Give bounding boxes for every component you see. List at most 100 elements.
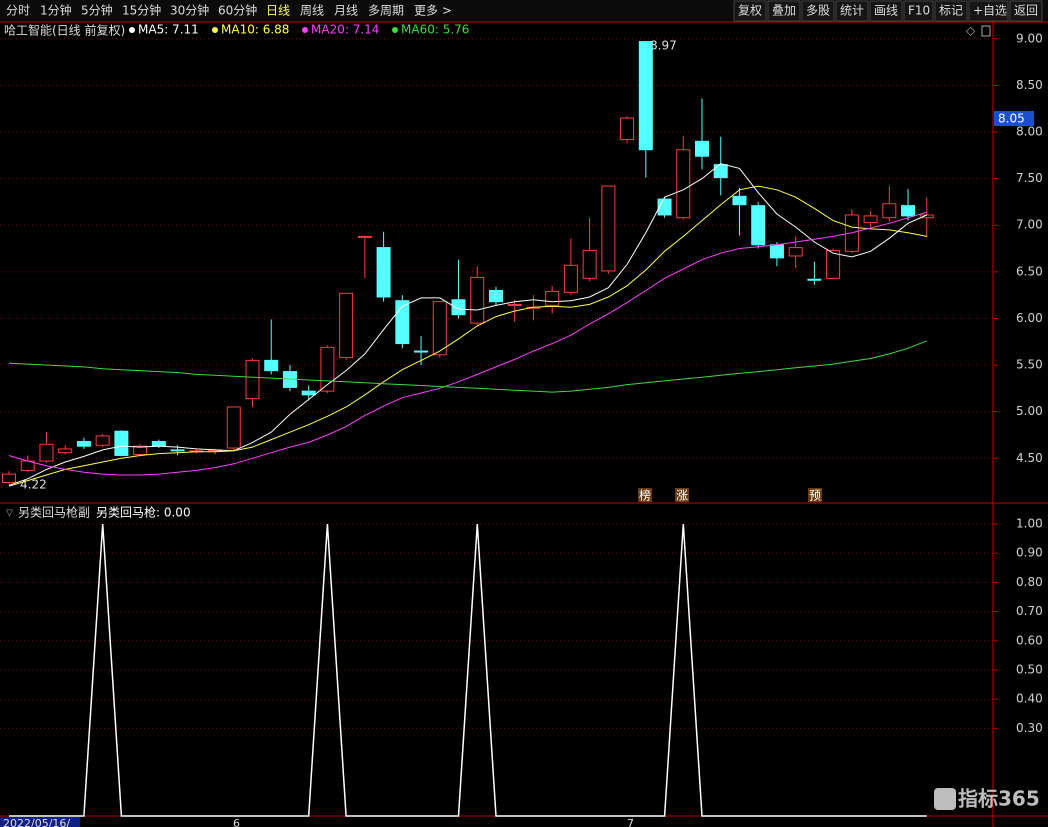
chart-title: 哈工智能(日线 前复权) [4, 23, 125, 38]
candle-body [582, 249, 597, 279]
action-button-bg [869, 0, 903, 22]
legend-entry: 另类回马枪: 0.00 [96, 505, 191, 520]
candle-body [657, 198, 672, 216]
action-button[interactable]: 返回 [1014, 4, 1038, 18]
marker-bg [675, 488, 689, 502]
legend-entry: MA5: 7.11 [138, 23, 199, 37]
candle-body [451, 299, 466, 316]
candle-body [339, 292, 354, 359]
legend-swatch [212, 27, 218, 33]
y-tick-label: 1.00 [1016, 517, 1043, 531]
x-axis-label: 2022/05/16/ [3, 817, 70, 827]
candle-body [788, 247, 803, 257]
candle-body [151, 440, 166, 447]
candle-body [395, 300, 410, 345]
legend-entry: MA20: 7.14 [311, 23, 379, 37]
period-tab[interactable]: 30分钟 [170, 3, 209, 18]
candle-body [545, 290, 560, 306]
candle-body [58, 448, 73, 454]
action-button[interactable]: F10 [908, 4, 930, 18]
marker: 预 [809, 489, 821, 503]
candle-body [320, 346, 335, 392]
candle-body [226, 406, 241, 449]
candle-body [601, 185, 616, 272]
icon: ◇ [966, 24, 976, 38]
candle-body [76, 440, 91, 447]
watermark: 指标365 [958, 787, 1040, 811]
candle-body [114, 430, 129, 456]
candle-body [301, 390, 316, 396]
x-axis-label: 7 [627, 817, 634, 827]
period-tab[interactable]: 5分钟 [81, 3, 113, 18]
period-tab[interactable]: 日线 [266, 4, 290, 18]
candle-body [507, 303, 522, 306]
action-button[interactable]: 画线 [874, 4, 898, 18]
action-button-bg [903, 0, 934, 22]
candle-body [826, 249, 841, 279]
candle-body [563, 264, 578, 293]
legend-swatch [392, 27, 398, 33]
candle-body [676, 149, 691, 219]
action-button-bg [835, 0, 869, 22]
action-button[interactable]: 标记 [939, 4, 963, 18]
candle-body [470, 276, 485, 324]
candle-body [95, 435, 110, 446]
period-tab[interactable]: 月线 [334, 4, 358, 18]
indicator-line [8, 211, 927, 476]
period-tab[interactable]: 60分钟 [218, 3, 257, 18]
candle-body [807, 278, 822, 281]
action-button[interactable]: 叠加 [772, 4, 796, 18]
candle-body [769, 244, 784, 259]
price-tag-bg [994, 111, 1034, 126]
toolbar-left: 分时 1分钟 5分钟 15分钟 30分钟 60分钟 日线 周线 月线 多周期 更多 > [6, 3, 452, 18]
y-tick-label: 0.40 [1016, 692, 1043, 706]
date-bg [0, 817, 80, 827]
y-tick-label: 0.70 [1016, 604, 1043, 618]
y-tick-label: 0.50 [1016, 663, 1043, 677]
period-tab[interactable]: 更多 > [414, 4, 452, 18]
candle-body [376, 247, 391, 298]
candle-body [39, 443, 54, 462]
indicator-line [8, 185, 927, 487]
candle-body [432, 301, 447, 356]
action-button-bg [767, 0, 801, 22]
panel-title: 另类回马枪副 [18, 505, 90, 520]
action-button[interactable]: 复权 [738, 4, 762, 18]
icon: ▽ [6, 509, 13, 519]
candle-body [620, 117, 635, 140]
candle-body [863, 215, 878, 223]
marker: 涨 [676, 488, 688, 503]
action-button[interactable]: +自选 [973, 4, 1007, 18]
period-tab[interactable]: 周线 [300, 4, 324, 18]
indicator-line [8, 163, 928, 486]
legend-entry: MA10: 6.88 [221, 23, 289, 37]
action-button[interactable]: 多股 [806, 4, 830, 18]
legend: 另类回马枪: 0.00 [96, 505, 191, 520]
icon [981, 25, 991, 37]
candle-body [357, 235, 372, 238]
period-tab[interactable]: 分时 [6, 4, 30, 18]
candle-body [638, 41, 653, 151]
y-tick-label: 0.80 [1016, 575, 1043, 589]
candle-body [695, 140, 710, 157]
period-tab[interactable]: 多周期 [368, 4, 404, 18]
legend-swatch [129, 27, 135, 33]
period-tab[interactable]: 1分钟 [40, 3, 72, 18]
y-tick-label: 5.50 [1016, 358, 1043, 372]
period-tab[interactable]: 15分钟 [122, 3, 161, 18]
y-tick-label: 0.60 [1016, 633, 1043, 647]
candle-body [133, 445, 148, 456]
y-tick-label: 6.00 [1016, 311, 1043, 325]
legend: MA5: 7.11 MA10: 6.88 MA20: 7.14 MA60: 5.76 [129, 23, 469, 37]
y-tick-label: 6.50 [1016, 264, 1043, 278]
action-button[interactable]: 统计 [840, 4, 864, 18]
marker: 榜 [639, 488, 651, 503]
action-button-bg [801, 0, 835, 22]
candle-body [488, 289, 503, 303]
action-button-bg [934, 0, 968, 22]
candle-body [713, 164, 728, 179]
candle-body [264, 359, 279, 372]
candle-body [245, 359, 260, 400]
